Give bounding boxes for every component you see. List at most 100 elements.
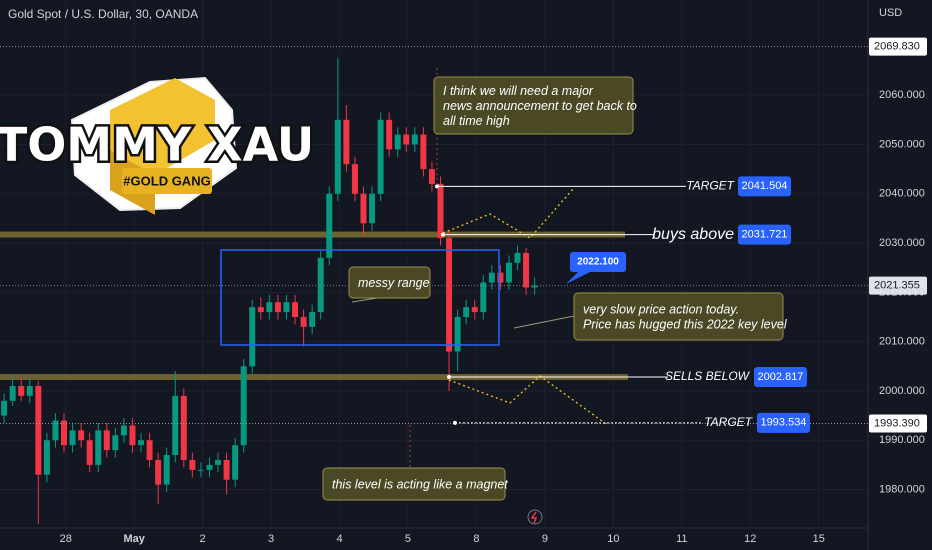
x-tick-label: 2	[200, 533, 206, 545]
x-tick-label: 15	[813, 533, 825, 545]
level-anchor	[453, 420, 457, 425]
note-box	[348, 266, 431, 299]
candle-body	[35, 386, 42, 475]
level-name: TARGET	[686, 179, 735, 193]
candle-body	[505, 262, 512, 283]
callout-text: 2022.100	[577, 257, 619, 268]
candle-body	[189, 459, 196, 470]
logo-ribbon	[122, 168, 212, 194]
callout-tail	[566, 272, 590, 284]
candle-body	[86, 440, 93, 465]
price-label-box	[869, 37, 927, 56]
candle-body	[326, 193, 333, 258]
x-tick-label: 9	[542, 533, 548, 545]
x-tick-label: 3	[268, 533, 274, 545]
level-anchor	[435, 184, 439, 189]
y-tick-label: 2050.000	[879, 138, 925, 150]
candle-body	[180, 395, 187, 460]
candle-body	[531, 285, 538, 288]
price-label-box	[869, 276, 927, 295]
level-badge	[738, 224, 791, 245]
candle-body	[411, 134, 418, 145]
candle-body	[120, 425, 127, 436]
candle-body	[266, 302, 273, 313]
candle-body	[61, 420, 67, 446]
key-zone	[0, 374, 628, 381]
x-tick-label: 10	[607, 533, 619, 545]
candle-body	[274, 302, 281, 313]
candle-body	[257, 307, 264, 313]
candle-body	[300, 316, 307, 327]
candle-body	[420, 134, 427, 170]
x-tick-label: 5	[405, 533, 411, 545]
level-name: TARGET	[704, 415, 753, 429]
candle-body	[523, 252, 530, 288]
level-value: 2031.721	[742, 228, 788, 240]
candle-body	[309, 312, 316, 327]
candle-body	[292, 302, 299, 317]
candle-body	[103, 430, 110, 451]
callout-box	[570, 252, 626, 272]
note-text: this level is acting like a magnet	[332, 478, 508, 492]
candle-body	[43, 440, 50, 475]
x-tick-label: 11	[676, 533, 687, 545]
candle-body	[488, 272, 495, 283]
overlay: 2069.830 2021.355 1993.390 TARGET 2041.504 bu…	[0, 37, 927, 501]
price-label-box	[869, 414, 927, 433]
event-icon	[530, 511, 538, 524]
candle-body	[249, 307, 256, 367]
logo-gold	[110, 78, 215, 175]
note-box	[573, 292, 784, 341]
y-tick-label: 1980.000	[879, 483, 925, 495]
note-text: messy range	[358, 276, 430, 290]
x-tick-label: 8	[473, 533, 479, 545]
level-anchor	[447, 375, 451, 380]
candle-body	[18, 386, 25, 396]
y-tick-label: 2020.000	[879, 286, 925, 298]
x-tick-label: May	[123, 533, 145, 545]
y-tick-label: 2030.000	[879, 237, 925, 249]
candle-body	[437, 183, 444, 239]
candle-body	[471, 307, 478, 313]
range-box	[220, 249, 500, 346]
candle-body	[446, 238, 453, 352]
candle-body	[377, 119, 384, 194]
level-value: 2041.504	[742, 180, 788, 192]
x-tick-label: 12	[744, 533, 756, 545]
candle-body	[112, 435, 119, 451]
price-label: 1993.390	[874, 417, 920, 429]
candle-body	[1, 400, 8, 416]
candle-body	[334, 119, 341, 194]
candle-body	[172, 395, 179, 456]
y-tick-label: 2000.000	[879, 385, 925, 397]
level-badge	[754, 367, 807, 388]
candle-body	[95, 430, 102, 465]
candle-body	[240, 366, 247, 446]
candle-body	[155, 459, 162, 485]
logo-subtitle: #GOLD GANG	[123, 173, 210, 188]
level-name: buys above	[652, 226, 734, 243]
candle-body	[78, 430, 85, 441]
level-anchor	[441, 232, 445, 237]
candle-body	[394, 134, 401, 150]
projection-down	[448, 375, 607, 425]
candle-body	[215, 459, 222, 465]
note-pointer	[513, 315, 575, 329]
y-tick-label: 2060.000	[879, 89, 925, 101]
note-box	[433, 76, 634, 135]
candle-body	[232, 445, 239, 480]
x-tick-label: 28	[60, 533, 72, 545]
level-value: 2002.817	[758, 371, 804, 383]
note-text: I think we will need a major	[443, 84, 594, 98]
note-text: news announcement to get back to	[443, 99, 637, 113]
candle-body	[138, 440, 145, 446]
candle-body	[146, 440, 153, 460]
candle-body	[52, 420, 59, 441]
note-text: all time high	[443, 114, 510, 128]
projection-up	[442, 188, 574, 239]
candle-body	[129, 425, 136, 446]
candle-body	[223, 459, 230, 480]
event-icon	[527, 509, 543, 525]
x-tick-label: 4	[336, 533, 342, 545]
